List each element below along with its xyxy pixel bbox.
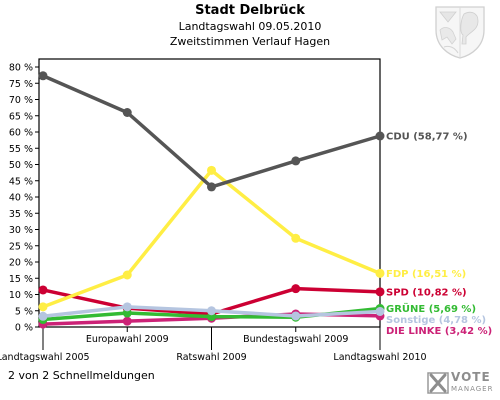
data-point-sonstige (38, 311, 48, 321)
vote-manager-logo: VOTE MANAGER (427, 368, 497, 398)
chart-header: Stadt Delbrück Landtagswahl 09.05.2010 Z… (0, 3, 500, 49)
y-tick-label: 55 % (9, 144, 33, 155)
data-point-fdp (207, 165, 216, 175)
y-tick-label: 35 % (9, 209, 33, 220)
x-tick-label: Landtagswahl 2010 (333, 352, 426, 363)
end-label-fdp: FDP (16,51 %) (386, 269, 466, 280)
data-point-fdp (122, 270, 132, 280)
y-tick-label: 70 % (9, 95, 33, 106)
chart-subtitle-district: Zweitstimmen Verlauf Hagen (169, 35, 331, 48)
data-point-sonstige (291, 311, 301, 321)
y-tick-label: 40 % (9, 193, 33, 204)
data-point-spd (375, 287, 385, 297)
data-point-cdu (291, 156, 301, 166)
report-count-text: 2 von 2 Schnellmeldungen (8, 369, 155, 382)
coat-of-arms-icon (435, 6, 485, 59)
chart-title: Stadt Delbrück (195, 3, 305, 18)
end-label-cdu: CDU (58,77 %) (386, 131, 468, 142)
logo-line-2: MANAGER (451, 385, 494, 393)
data-point-cdu (375, 131, 385, 141)
data-point-spd (291, 284, 301, 294)
x-tick-label: Bundestagswahl 2009 (243, 334, 348, 345)
y-tick-label: 25 % (9, 241, 33, 252)
series-layer (38, 71, 385, 329)
y-tick-label: 0 % (15, 323, 33, 334)
y-tick-label: 75 % (9, 79, 33, 90)
y-tick-label: 60 % (9, 128, 33, 139)
data-point-sonstige (122, 302, 132, 312)
y-tick-label: 80 % (9, 63, 33, 74)
x-tick-label: Ratswahl 2009 (176, 352, 246, 363)
data-point-spd (38, 285, 48, 295)
end-label-die-linke: DIE LINKE (3,42 %) (386, 326, 492, 337)
y-tick-label: 50 % (9, 160, 33, 171)
y-tick-label: 45 % (9, 176, 33, 187)
vote-cross-icon (427, 372, 449, 394)
y-tick-label: 5 % (15, 306, 33, 317)
end-label-gr-ne: GRÜNE (5,69 %) (386, 301, 476, 315)
x-tick-label: Europawahl 2009 (86, 334, 169, 345)
axes-layer: 0 % 5 % 10 % 15 % 20 % 25 % 30 % 35 % 40 % 45 % 50… (0, 58, 427, 363)
end-label-spd: SPD (10,82 %) (386, 287, 467, 298)
data-point-fdp (375, 268, 385, 278)
plot-area (38, 58, 381, 328)
data-point-cdu (207, 182, 216, 192)
y-tick-label: 65 % (9, 111, 33, 122)
data-point-sonstige (207, 306, 216, 316)
label-layer: CDU (58,77 %) FDP (16,51 %) SPD (10,82 %) G… (386, 131, 492, 337)
y-tick-label: 15 % (9, 274, 33, 285)
data-point-sonstige (375, 306, 385, 316)
data-point-gr-ne (122, 308, 132, 318)
data-point-fdp (38, 302, 48, 312)
x-tick-label: Landtagswahl 2005 (0, 352, 90, 363)
y-tick-label: 10 % (9, 290, 33, 301)
y-tick-label: 30 % (9, 225, 33, 236)
data-point-fdp (291, 233, 301, 243)
chart-subtitle-election: Landtagswahl 09.05.2010 (178, 20, 322, 33)
data-point-die-linke (122, 316, 132, 326)
end-label-sonstige: Sonstige (4,78 %) (386, 315, 486, 326)
logo-line-1: VOTE (451, 370, 491, 384)
y-tick-label: 20 % (9, 258, 33, 269)
data-point-cdu (122, 108, 132, 117)
data-point-cdu (38, 71, 48, 81)
